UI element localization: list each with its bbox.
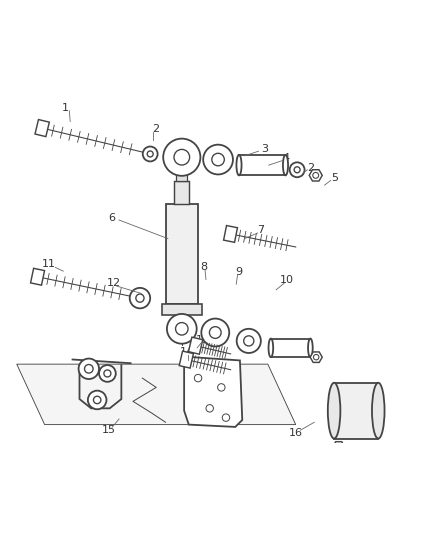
Text: 1: 1 (62, 103, 69, 114)
Circle shape (209, 327, 221, 338)
Circle shape (99, 365, 116, 382)
Bar (176, 171, 187, 181)
Ellipse shape (268, 338, 273, 357)
Ellipse shape (328, 383, 340, 439)
Polygon shape (310, 352, 322, 362)
Circle shape (294, 167, 300, 173)
Circle shape (336, 444, 342, 450)
Bar (239, 155, 286, 175)
Polygon shape (35, 119, 49, 136)
Circle shape (314, 354, 319, 360)
Circle shape (222, 414, 230, 422)
Polygon shape (188, 337, 203, 354)
Circle shape (290, 163, 304, 177)
Circle shape (212, 154, 224, 166)
Text: 4: 4 (283, 153, 290, 163)
Polygon shape (31, 268, 45, 285)
Bar (271, 338, 311, 357)
Circle shape (130, 288, 150, 309)
Circle shape (163, 139, 201, 176)
Bar (334, 383, 378, 439)
Circle shape (201, 319, 229, 346)
Text: 12: 12 (106, 278, 120, 288)
Ellipse shape (283, 155, 288, 175)
Circle shape (218, 384, 225, 391)
Circle shape (203, 144, 233, 174)
Circle shape (78, 359, 99, 379)
Text: 14: 14 (180, 347, 194, 357)
Circle shape (104, 370, 111, 377)
Ellipse shape (372, 383, 385, 439)
Text: 13: 13 (196, 335, 210, 345)
Polygon shape (17, 364, 296, 425)
Circle shape (93, 396, 101, 403)
Text: 9: 9 (236, 267, 243, 277)
Circle shape (88, 391, 106, 409)
Ellipse shape (308, 338, 313, 357)
Text: 10: 10 (279, 276, 293, 286)
Circle shape (313, 173, 319, 179)
Polygon shape (333, 442, 345, 452)
Text: 2: 2 (307, 163, 314, 173)
Circle shape (85, 365, 93, 373)
Circle shape (174, 149, 190, 165)
Text: 11: 11 (42, 259, 56, 269)
Circle shape (143, 147, 158, 161)
Bar (162, 304, 201, 315)
Text: 8: 8 (201, 262, 208, 272)
Text: 16: 16 (289, 428, 303, 438)
Polygon shape (309, 169, 322, 181)
Circle shape (136, 294, 144, 302)
Ellipse shape (237, 155, 241, 175)
Circle shape (244, 336, 254, 346)
Text: 6: 6 (109, 213, 116, 223)
Polygon shape (184, 357, 242, 427)
Text: 5: 5 (331, 173, 338, 183)
Bar (166, 204, 198, 304)
Circle shape (176, 322, 188, 335)
Text: 2: 2 (152, 124, 159, 134)
Polygon shape (224, 225, 237, 243)
Polygon shape (179, 351, 194, 368)
Circle shape (194, 374, 202, 382)
Circle shape (167, 314, 197, 344)
Circle shape (237, 329, 261, 353)
Circle shape (206, 405, 213, 412)
Circle shape (147, 151, 153, 157)
Text: 7: 7 (257, 225, 265, 235)
Bar (174, 181, 189, 204)
Text: 15: 15 (102, 425, 116, 435)
Text: 3: 3 (261, 144, 268, 154)
